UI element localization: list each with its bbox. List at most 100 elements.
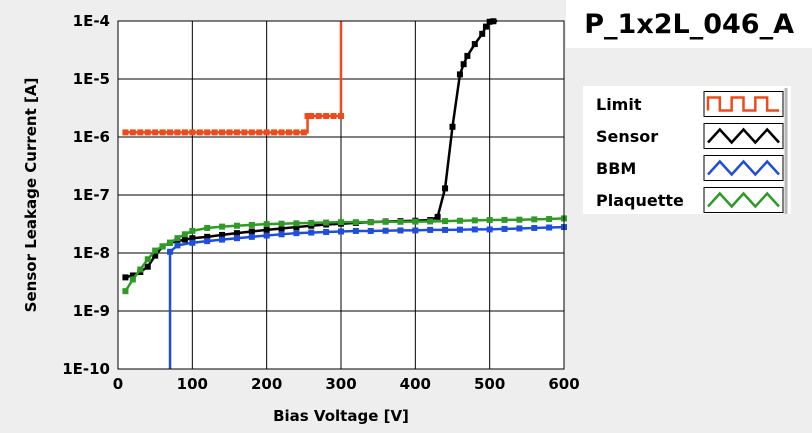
data-point-bbm: [397, 227, 404, 234]
data-point-bbm: [546, 224, 553, 231]
data-point-limit: [241, 129, 248, 136]
data-point-bbm: [308, 229, 315, 236]
data-point-plaquette: [204, 224, 211, 231]
legend-items: Limit Sensor BBM Plaquette: [596, 91, 784, 213]
data-point-plaquette: [308, 219, 315, 226]
data-point-bbm: [412, 227, 419, 234]
data-point-limit: [196, 129, 203, 136]
data-point-sensor: [248, 228, 255, 235]
data-point-limit: [204, 129, 211, 136]
data-point-plaquette: [278, 220, 285, 227]
data-point-bbm: [167, 248, 174, 255]
data-point-plaquette: [382, 218, 389, 225]
series-plaquette: [122, 215, 567, 295]
data-point-sensor: [152, 252, 159, 259]
data-point-bbm: [352, 227, 359, 234]
data-point-bbm: [338, 228, 344, 235]
data-point-sensor: [122, 274, 129, 281]
data-point-plaquette: [338, 219, 344, 226]
data-point-sensor: [442, 185, 449, 192]
data-point-plaquette: [323, 219, 330, 226]
data-point-limit: [330, 113, 337, 120]
data-point-sensor: [293, 224, 300, 231]
legend-label-plaquette: Plaquette: [596, 191, 684, 210]
data-point-plaquette: [442, 218, 449, 225]
data-point-sensor: [464, 52, 471, 59]
data-point-sensor: [278, 225, 285, 232]
data-point-plaquette: [486, 217, 493, 224]
data-point-limit: [181, 129, 188, 136]
data-point-bbm: [204, 238, 211, 245]
data-point-sensor: [460, 61, 467, 68]
x-tick-label: 0: [113, 375, 123, 393]
data-point-limit: [122, 129, 129, 136]
grid: [118, 21, 564, 369]
data-point-bbm: [471, 226, 478, 233]
data-point-bbm: [531, 224, 538, 231]
legend-item-plaquette: Plaquette: [596, 187, 784, 213]
title-background: [566, 0, 812, 48]
y-tick-label: 1E-9: [73, 302, 110, 320]
data-point-limit: [338, 113, 344, 120]
data-point-bbm: [427, 226, 434, 233]
data-point-bbm: [486, 226, 493, 233]
data-point-plaquette: [233, 222, 240, 229]
data-point-plaquette: [159, 243, 166, 250]
data-point-sensor: [189, 235, 196, 242]
x-axis-title: Bias Voltage [V]: [273, 407, 409, 425]
data-point-limit: [308, 113, 315, 120]
legend-sample-limit: [706, 96, 779, 112]
x-tick-label: 200: [251, 375, 282, 393]
data-point-limit: [129, 129, 136, 136]
data-point-limit: [263, 129, 270, 136]
data-point-limit: [159, 129, 166, 136]
series-bbm: [167, 224, 567, 369]
x-tick-label: 400: [400, 375, 431, 393]
data-point-limit: [300, 129, 307, 136]
data-point-limit: [248, 129, 255, 136]
y-tick-label: 1E-7: [73, 186, 110, 204]
y-tick-label: 1E-4: [73, 12, 110, 30]
y-tick-label: 1E-5: [73, 70, 110, 88]
data-point-sensor: [486, 18, 493, 25]
data-point-bbm: [456, 226, 463, 233]
data-point-bbm: [263, 232, 270, 239]
data-point-bbm: [501, 225, 508, 232]
data-point-plaquette: [122, 288, 129, 295]
data-point-bbm: [189, 239, 196, 246]
data-point-plaquette: [501, 216, 508, 223]
data-point-sensor: [471, 41, 478, 48]
data-point-limit: [226, 129, 233, 136]
data-point-bbm: [367, 227, 374, 234]
data-point-sensor: [434, 213, 441, 220]
data-point-bbm: [233, 235, 240, 242]
data-point-bbm: [516, 225, 523, 232]
legend: Limit Sensor BBM Plaquette: [583, 86, 791, 214]
data-point-limit: [256, 129, 263, 136]
x-tick-label: 600: [548, 375, 579, 393]
data-point-plaquette: [152, 247, 159, 254]
data-point-plaquette: [427, 218, 434, 225]
legend-label-sensor: Sensor: [596, 127, 658, 146]
data-point-sensor: [449, 123, 456, 130]
data-point-plaquette: [263, 221, 270, 228]
data-point-limit: [211, 129, 218, 136]
x-tick-label: 300: [325, 375, 356, 393]
data-point-plaquette: [174, 235, 181, 242]
legend-item-bbm: BBM: [596, 155, 784, 181]
data-point-limit: [144, 129, 151, 136]
data-point-plaquette: [293, 220, 300, 227]
data-point-plaquette: [189, 227, 196, 234]
y-tick-label: 1E-10: [62, 360, 110, 378]
data-point-limit: [219, 129, 226, 136]
data-point-bbm: [382, 227, 389, 234]
data-point-sensor: [144, 263, 151, 270]
data-point-plaquette: [144, 256, 151, 263]
data-point-limit: [189, 129, 196, 136]
data-point-plaquette: [471, 217, 478, 224]
legend-item-limit: Limit: [596, 91, 784, 117]
data-point-bbm: [278, 231, 285, 238]
legend-swatch-bbm: [703, 155, 784, 181]
data-point-plaquette: [167, 239, 174, 246]
